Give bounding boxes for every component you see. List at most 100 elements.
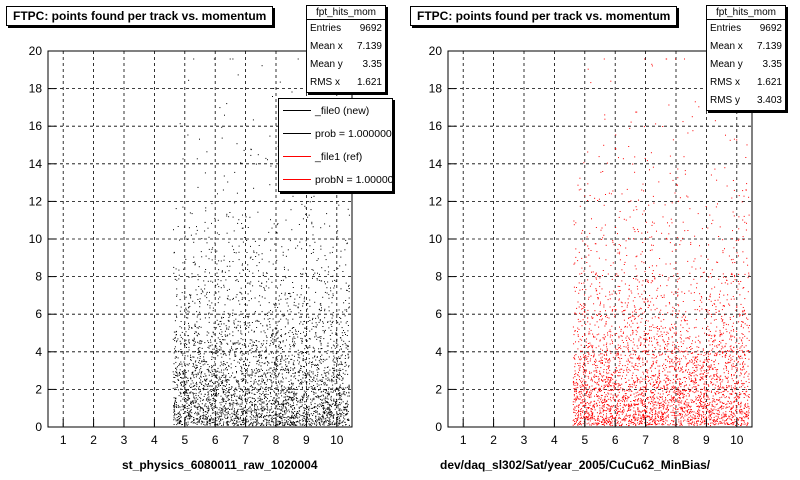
data-point	[223, 352, 225, 354]
data-point	[270, 418, 272, 420]
data-point	[218, 269, 220, 271]
data-point	[307, 303, 309, 304]
data-point	[179, 406, 181, 408]
data-point	[206, 384, 208, 386]
data-point	[240, 396, 242, 398]
data-point	[249, 324, 251, 326]
data-point	[339, 317, 341, 318]
data-point	[620, 408, 621, 410]
data-point	[180, 420, 182, 421]
data-point	[634, 420, 636, 422]
data-point	[309, 345, 311, 347]
data-point	[180, 421, 182, 423]
data-point	[216, 411, 218, 413]
data-point	[702, 365, 704, 367]
data-point	[205, 361, 207, 363]
data-point	[284, 292, 286, 294]
data-point	[226, 369, 228, 371]
data-point	[281, 424, 283, 426]
data-point	[230, 408, 232, 410]
data-point	[207, 368, 209, 370]
data-point	[228, 412, 229, 414]
data-point	[702, 411, 704, 413]
data-point	[272, 329, 274, 331]
data-point	[310, 253, 312, 254]
data-point	[204, 393, 206, 395]
data-point	[721, 345, 723, 347]
data-point	[177, 338, 179, 340]
data-point	[339, 415, 341, 417]
data-point	[315, 359, 317, 361]
data-point	[307, 346, 309, 348]
data-point	[241, 381, 243, 382]
data-point	[174, 387, 176, 389]
data-point	[600, 362, 602, 364]
data-point	[348, 356, 350, 358]
data-point	[616, 293, 618, 295]
data-point	[238, 245, 240, 247]
data-point	[332, 415, 334, 417]
data-point	[242, 417, 244, 419]
data-point	[697, 395, 699, 397]
data-point	[684, 170, 686, 172]
data-point	[265, 386, 267, 388]
data-point	[316, 356, 318, 358]
data-point	[677, 408, 679, 410]
data-point	[229, 409, 230, 410]
data-point	[277, 365, 279, 367]
data-point	[196, 422, 198, 424]
data-point	[727, 361, 729, 363]
data-point	[739, 294, 741, 296]
data-point	[725, 328, 727, 330]
data-point	[318, 389, 320, 391]
data-point	[240, 359, 242, 361]
data-point	[265, 357, 267, 359]
data-point	[192, 402, 194, 404]
data-point	[285, 399, 287, 401]
data-point	[208, 396, 210, 398]
data-point	[199, 418, 201, 419]
data-point	[348, 388, 350, 390]
data-point	[303, 407, 305, 409]
data-point	[348, 387, 350, 389]
data-point	[242, 313, 244, 315]
data-point	[287, 249, 289, 251]
data-point	[241, 162, 243, 164]
data-point	[215, 401, 216, 403]
data-point	[624, 354, 626, 356]
data-point	[201, 420, 203, 422]
data-point	[340, 398, 342, 400]
data-point	[324, 330, 325, 332]
data-point	[261, 413, 263, 415]
data-point	[228, 216, 230, 218]
data-point	[316, 396, 318, 398]
data-point	[262, 275, 264, 277]
data-point	[289, 396, 291, 398]
data-point	[602, 419, 604, 421]
data-point	[348, 424, 350, 426]
data-point	[257, 406, 258, 408]
data-point	[242, 414, 244, 416]
data-point	[665, 382, 667, 384]
data-point	[217, 219, 219, 221]
data-point	[335, 398, 337, 400]
data-point	[183, 384, 185, 386]
data-point	[291, 397, 293, 399]
data-point	[731, 197, 733, 199]
data-point	[187, 399, 189, 401]
data-point	[339, 417, 340, 419]
data-point	[298, 352, 300, 354]
data-point	[256, 340, 258, 342]
data-point	[305, 401, 307, 403]
data-point	[307, 407, 308, 409]
data-point	[277, 402, 279, 404]
data-point	[198, 387, 200, 389]
data-point	[581, 392, 583, 394]
data-point	[348, 307, 350, 309]
data-point	[301, 386, 303, 388]
data-point	[646, 353, 648, 355]
data-point	[259, 200, 261, 202]
data-point	[287, 369, 289, 371]
data-point	[266, 273, 268, 274]
data-point	[657, 412, 659, 414]
